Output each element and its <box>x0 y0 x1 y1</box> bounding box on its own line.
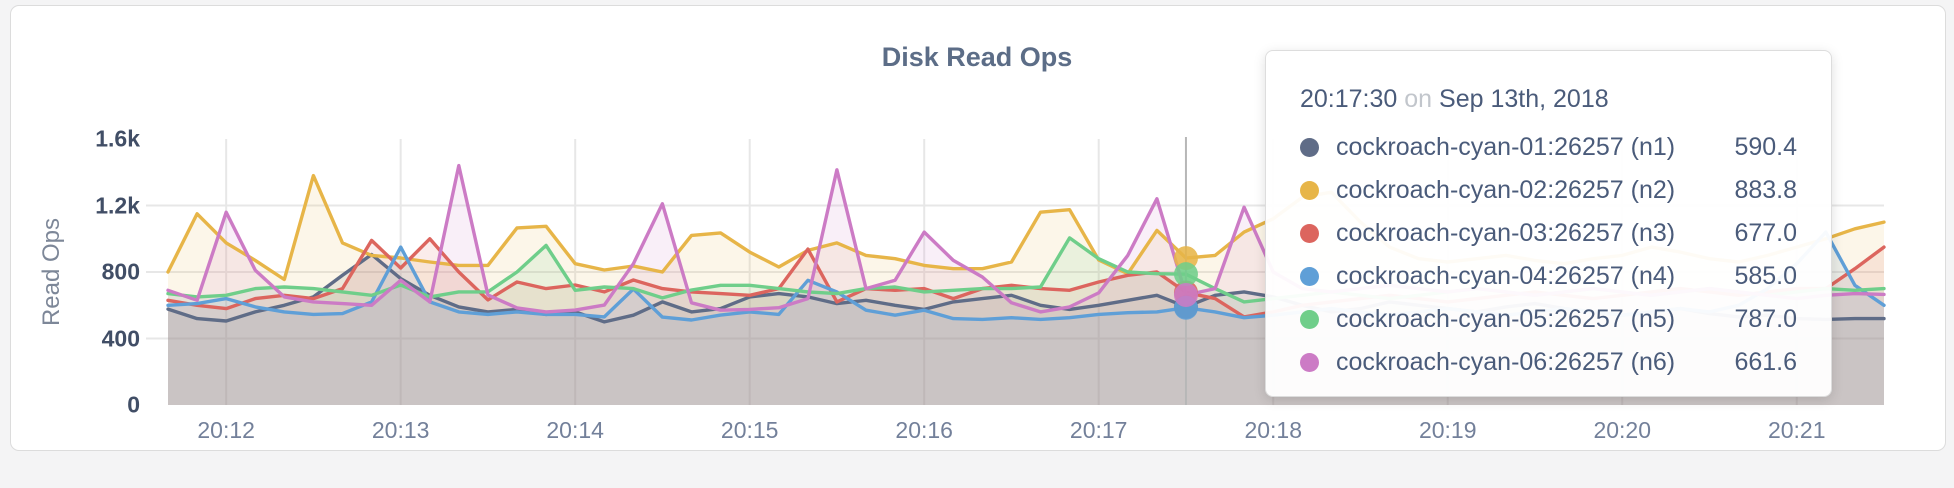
tooltip-row: cockroach-cyan-03:26257 (n3) 677.0 <box>1300 212 1797 255</box>
y-tick-label: 1.2k <box>95 192 140 218</box>
x-tick-label: 20:13 <box>371 417 430 443</box>
hover-dot-n6 <box>1173 283 1198 308</box>
x-tick-label: 20:12 <box>197 417 255 443</box>
x-tick-label: 20:21 <box>1767 417 1826 443</box>
tooltip-header: 20:17:30 on Sep 13th, 2018 <box>1300 85 1797 114</box>
tooltip-separator: on <box>1404 85 1433 113</box>
tooltip: 20:17:30 on Sep 13th, 2018 cockroach-cya… <box>1265 50 1832 397</box>
tooltip-row: cockroach-cyan-05:26257 (n5) 787.0 <box>1300 298 1797 341</box>
tooltip-series-value: 661.6 <box>1734 348 1797 376</box>
x-tick-label: 20:15 <box>720 417 779 443</box>
chart-title: Disk Read Ops <box>881 42 1073 72</box>
x-tick-label: 20:14 <box>546 417 604 443</box>
tooltip-row: cockroach-cyan-02:26257 (n2) 883.8 <box>1300 169 1797 212</box>
hover-dot-n5 <box>1173 262 1198 287</box>
tooltip-series-value: 787.0 <box>1734 305 1797 333</box>
tooltip-series-label: cockroach-cyan-01:26257 (n1) <box>1336 133 1676 161</box>
tooltip-series-value: 585.0 <box>1734 262 1797 290</box>
series-color-dot-n2 <box>1300 181 1319 200</box>
y-tick-label: 400 <box>101 325 140 351</box>
x-tick-label: 20:19 <box>1418 417 1477 443</box>
tooltip-rows: cockroach-cyan-01:26257 (n1) 590.4 cockroa… <box>1300 126 1797 384</box>
tooltip-series-value: 677.0 <box>1734 219 1797 247</box>
series-color-dot-n3 <box>1300 224 1319 243</box>
series-color-dot-n1 <box>1300 138 1319 157</box>
x-tick-label: 20:20 <box>1593 417 1652 443</box>
tooltip-series-label: cockroach-cyan-02:26257 (n2) <box>1336 176 1676 204</box>
x-tick-label: 20:18 <box>1244 417 1302 443</box>
tooltip-row: cockroach-cyan-06:26257 (n6) 661.6 <box>1300 341 1797 384</box>
x-tick-label: 20:16 <box>895 417 953 443</box>
tooltip-series-label: cockroach-cyan-04:26257 (n4) <box>1336 262 1676 290</box>
tooltip-series-label: cockroach-cyan-05:26257 (n5) <box>1336 305 1676 333</box>
series-color-dot-n4 <box>1300 267 1319 286</box>
series-color-dot-n6 <box>1300 353 1319 372</box>
tooltip-row: cockroach-cyan-04:26257 (n4) 585.0 <box>1300 255 1797 298</box>
y-tick-label: 800 <box>101 258 140 285</box>
tooltip-series-label: cockroach-cyan-06:26257 (n6) <box>1336 348 1676 376</box>
tooltip-time: 20:17:30 <box>1300 85 1398 113</box>
y-tick-label: 0 <box>127 391 140 418</box>
tooltip-series-value: 590.4 <box>1734 133 1797 161</box>
tooltip-row: cockroach-cyan-01:26257 (n1) 590.4 <box>1300 126 1797 169</box>
tooltip-series-value: 883.8 <box>1734 176 1797 204</box>
x-tick-label: 20:17 <box>1069 417 1128 443</box>
y-tick-label: 1.6k <box>95 125 140 152</box>
tooltip-series-label: cockroach-cyan-03:26257 (n3) <box>1336 219 1676 247</box>
tooltip-date-text: Sep 13th, 2018 <box>1439 85 1609 113</box>
series-color-dot-n5 <box>1300 310 1319 329</box>
